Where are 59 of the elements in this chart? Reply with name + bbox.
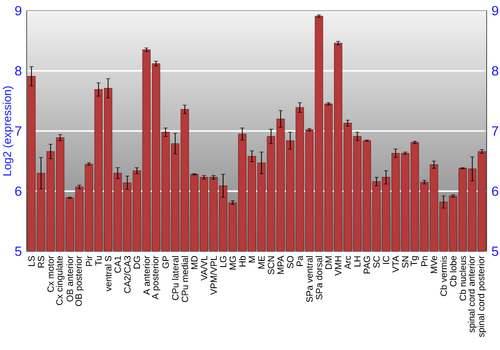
y-tick-label: 8 <box>15 66 22 76</box>
x-tick-label: A anterior <box>143 256 150 295</box>
x-tick-label: ME <box>258 256 265 268</box>
x-tick-label: Tu <box>95 256 102 266</box>
y-tick-label: 5 <box>15 246 22 256</box>
x-tick-label: Cx cingulate <box>56 256 64 306</box>
x-tick-label: SC <box>373 256 380 268</box>
y2-tick-label: 9 <box>492 6 498 16</box>
x-tick-label: A posterior <box>152 256 160 300</box>
x-tick-label: CPu lateral <box>172 256 179 300</box>
x-tick-label: SPa dorsal <box>316 256 322 300</box>
x-tick-label: VPM/VPL <box>210 256 217 295</box>
x-tick-label: Pa <box>296 256 303 266</box>
x-tick-label: LS <box>28 256 35 266</box>
x-tick-label: SCN <box>268 256 274 274</box>
x-tick-label: Arc <box>344 256 351 270</box>
x-tick-label: Cb vermis <box>440 256 447 296</box>
y2-tick-label: 8 <box>492 66 498 76</box>
x-tick-label: DM <box>325 256 332 269</box>
x-tick-label: SO <box>286 256 294 268</box>
x-tick-label: DG <box>134 256 140 268</box>
x-tick-label: M <box>248 256 255 262</box>
x-tick-label: Cb nucleus <box>459 256 466 300</box>
x-tick-label: SPa ventral <box>306 256 313 302</box>
x-tick-label: LG <box>220 256 226 267</box>
x-tick-label: ventral S <box>104 256 112 292</box>
x-tick-label: Cb lobe <box>450 256 456 286</box>
y-tick-label: 6 <box>15 186 22 196</box>
x-tick-label: RS <box>38 256 44 268</box>
x-tick-label: Tg <box>410 256 419 266</box>
x-tick-label: CA2/CA3 <box>124 256 131 293</box>
y2-tick-label: 7 <box>492 126 498 136</box>
x-tick-label: spinal cord posterior <box>478 256 486 337</box>
x-tick-label: PAG <box>364 256 370 274</box>
y2-tick-label: 5 <box>492 246 498 256</box>
y-axis-title: Log2 (expression) <box>2 86 14 176</box>
x-tick-label: Cx motor <box>47 256 54 292</box>
x-tick-label: CA1 <box>114 256 121 273</box>
x-tick-label: OB anterior <box>66 256 74 302</box>
x-tick-label: MVe <box>430 256 438 273</box>
x-tick-label: VTA <box>392 256 399 273</box>
x-tick-label: Pn <box>421 256 428 266</box>
x-tick-label: LH <box>354 256 360 266</box>
x-tick-label: Pir <box>86 256 92 266</box>
x-tick-label: GP <box>162 256 169 268</box>
y-tick-label: 7 <box>15 126 22 136</box>
x-tick-label: IC <box>382 256 390 264</box>
x-tick-label: MD <box>191 256 198 269</box>
x-tick-label: VA/VL <box>200 256 208 281</box>
x-tick-label: MG <box>229 256 236 270</box>
x-tick-label: Hb <box>238 256 246 266</box>
x-tick-label: VMH <box>334 256 342 276</box>
x-tick-label: spinal cord anterior <box>468 256 477 332</box>
y2-tick-label: 6 <box>492 186 498 196</box>
x-tick-label: SN <box>402 256 408 268</box>
x-tick-label: CPu medial <box>181 256 188 302</box>
x-tick-label: MPA <box>277 256 284 274</box>
y-tick-label: 9 <box>15 6 22 16</box>
x-tick-label: OB posterior <box>75 256 84 306</box>
